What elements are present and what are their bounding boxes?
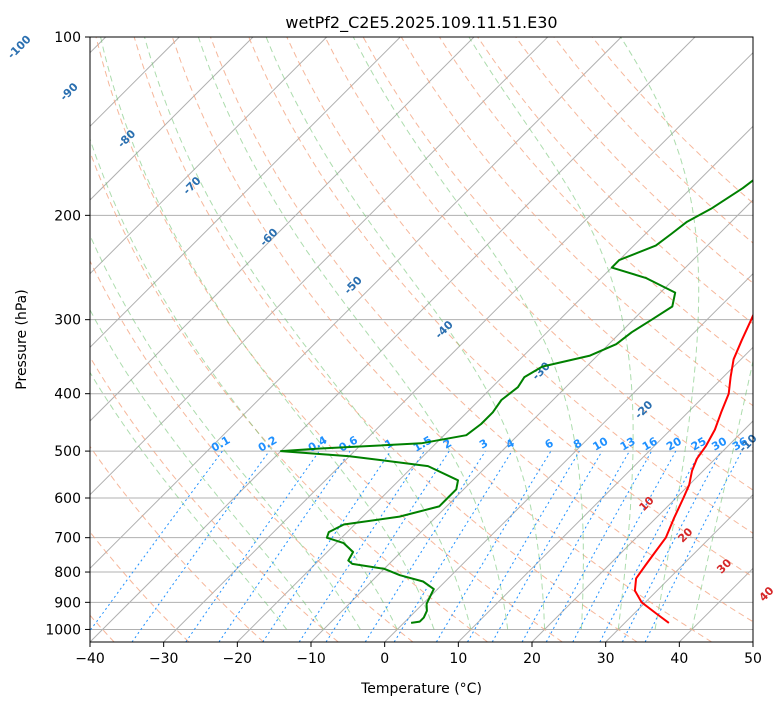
moist-adiabat-line — [265, 37, 546, 630]
moist-adiabat-line — [100, 37, 435, 630]
mixing-ratio-line — [572, 450, 677, 642]
profile-lines — [279, 179, 753, 624]
moist-adiabat-line — [197, 37, 509, 630]
y-tick-label: 400 — [54, 387, 81, 403]
background-lines — [90, 37, 753, 642]
mixing-ratio-line — [325, 450, 450, 642]
x-tick-label: 40 — [670, 651, 688, 667]
moist-adiabat-line — [90, 234, 361, 630]
moist-adiabat-line — [691, 358, 753, 630]
y-tick-label: 700 — [54, 531, 81, 547]
dry-adiabat-label: -100 — [5, 33, 34, 62]
mixing-ratio-line — [90, 450, 223, 632]
dry-adiabat-line — [286, 37, 753, 534]
isotherm-line — [384, 272, 753, 642]
dry-adiabat-line — [95, 37, 563, 642]
isotherm-line — [163, 51, 753, 642]
isotherm-line — [90, 37, 622, 570]
moist-adiabat-line — [90, 371, 288, 630]
x-axis-title: Temperature (°C) — [360, 681, 482, 697]
mixing-ratio-line — [467, 450, 580, 642]
temperature-profile-line — [633, 313, 753, 624]
x-tick-label: 30 — [597, 651, 615, 667]
y-tick-label: 1000 — [45, 622, 81, 638]
isotherm-line — [90, 37, 254, 201]
mixing-ratio-line — [545, 450, 653, 642]
y-axis-title: Pressure (hPa) — [14, 289, 30, 389]
dry-adiabat-line — [171, 37, 712, 642]
dry-adiabat-line — [248, 37, 753, 578]
dewpoint-profile-line — [279, 179, 753, 624]
y-tick-label: 100 — [54, 30, 81, 46]
mixing-ratio-line — [364, 450, 486, 642]
y-tick-label: 300 — [54, 313, 81, 329]
isotherm-line — [457, 346, 753, 642]
x-tick-label: −10 — [296, 651, 326, 667]
isotherm-line — [752, 641, 753, 642]
mixing-ratio-line — [185, 450, 320, 642]
mixing-ratio-line — [644, 450, 743, 642]
axes: −40 −30 −20 −10 0 10 20 30 40 50 1000 900 800 700 600 5… — [45, 30, 762, 667]
x-tick-label: −30 — [149, 651, 179, 667]
mixing-ratio-line — [298, 450, 425, 642]
isotherm-line — [90, 37, 328, 275]
y-tick-label: 200 — [54, 208, 81, 224]
y-tick-label: 800 — [54, 565, 81, 581]
y-tick-label: 500 — [54, 444, 81, 460]
x-tick-label: 20 — [523, 651, 541, 667]
isotherm-line — [90, 37, 401, 349]
moist-adiabat-line — [468, 37, 634, 630]
isotherm-line — [90, 37, 475, 422]
dry-adiabat-line — [90, 445, 264, 642]
moist-adiabat-line — [90, 137, 398, 630]
dry-adiabat-line — [210, 37, 753, 623]
x-tick-label: −20 — [223, 651, 253, 667]
mixing-ratio-line — [491, 450, 603, 642]
mixing-ratio-line — [521, 450, 630, 642]
moist-adiabat-line — [352, 37, 584, 630]
dry-adiabat-line — [515, 37, 753, 284]
plot-frame — [89, 36, 754, 643]
moist-adiabat-label: 40 — [757, 584, 775, 604]
x-tick-label: 50 — [744, 651, 762, 667]
chart-title: wetPf2_C2E5.2025.109.11.51.E30 — [285, 13, 557, 33]
mixing-ratio-line — [435, 450, 552, 642]
mixing-ratio-line — [393, 450, 513, 642]
x-tick-label: 10 — [449, 651, 467, 667]
moist-adiabat-line — [620, 37, 700, 630]
x-tick-label: −40 — [75, 651, 105, 667]
isotherm-line — [90, 37, 549, 496]
mixing-ratio-line — [621, 450, 722, 642]
plot-background — [90, 37, 753, 642]
y-tick-label: 900 — [54, 595, 81, 611]
moist-adiabat-line — [144, 37, 472, 630]
moist-adiabat-line — [90, 308, 324, 630]
mixing-ratio-line — [599, 450, 701, 642]
isotherm-line — [531, 420, 753, 642]
mixing-ratio-line — [131, 450, 270, 642]
dry-adiabat-line — [133, 37, 638, 642]
isotherm-line — [90, 37, 696, 642]
dry-adiabat-label: -90 — [58, 80, 81, 103]
y-tick-label: 600 — [54, 491, 81, 507]
dry-adiabat-line — [324, 37, 753, 491]
dry-adiabat-line — [90, 259, 414, 642]
x-tick-label: 0 — [380, 651, 389, 667]
isotherm-line — [605, 493, 753, 642]
